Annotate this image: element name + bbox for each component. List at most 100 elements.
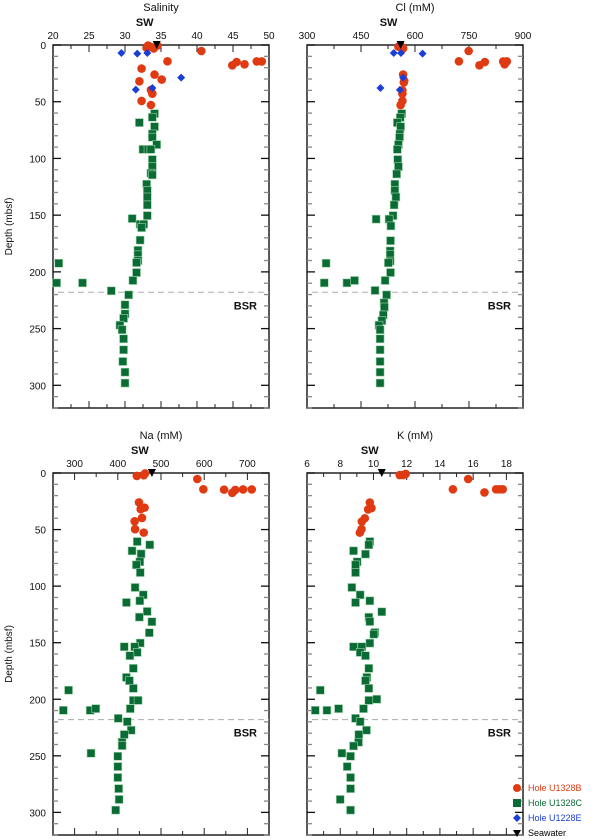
data-point-u1328b <box>448 484 458 494</box>
data-point-u1328c <box>54 258 64 268</box>
data-point-u1328c <box>143 200 152 210</box>
data-point-u1328c <box>386 268 395 277</box>
data-point-u1328b <box>137 96 146 106</box>
data-point-u1328c <box>132 268 141 277</box>
data-point-u1328c <box>396 122 405 131</box>
x-tick-label: 600 <box>407 31 424 42</box>
data-point-u1328c <box>132 258 141 267</box>
data-point-u1328c <box>361 651 370 660</box>
data-point-u1328c <box>346 751 355 761</box>
data-point-u1328c <box>370 286 380 295</box>
data-point-u1328c <box>337 748 347 758</box>
square-marker-icon <box>510 798 524 808</box>
data-point-u1328c <box>145 540 155 550</box>
x-tick-label: 500 <box>153 459 170 470</box>
data-point-u1228e <box>389 48 398 57</box>
data-point-u1328b <box>498 484 508 494</box>
legend-label: Seawater <box>528 827 567 838</box>
data-point-u1328c <box>346 784 355 793</box>
data-point-u1328c <box>111 805 120 815</box>
bsr-label: BSR <box>234 728 257 740</box>
data-point-u1328b <box>398 470 408 480</box>
x-tick-label: 6 <box>304 459 310 470</box>
data-point-u1328c <box>391 192 401 202</box>
data-point-u1328c <box>350 276 359 285</box>
y-tick-label: 300 <box>29 381 46 392</box>
data-point-u1328b <box>475 61 484 70</box>
data-point-u1328c <box>119 730 129 739</box>
data-point-u1328c <box>375 345 385 355</box>
data-point-u1328c <box>119 345 128 355</box>
panel-4: 6 8 10 12 14 16 18 K (mM) BSR SW <box>304 430 524 836</box>
data-point-u1228e <box>395 85 404 94</box>
data-point-seawater <box>396 41 405 49</box>
data-point-u1328c <box>148 170 157 180</box>
data-point-u1328c <box>78 278 87 288</box>
data-point-u1328c <box>124 290 133 300</box>
data-point-u1328c <box>122 598 131 607</box>
plot-frame <box>52 44 270 409</box>
data-point-u1328c <box>354 730 364 739</box>
data-point-u1328c <box>135 235 145 245</box>
y-tick-label: 300 <box>29 808 46 819</box>
legend: Hole U1328B Hole U1328C Hole U1228E Seaw… <box>510 780 582 840</box>
data-point-u1328c <box>148 132 157 142</box>
y-tick-label: 150 <box>29 639 46 650</box>
data-point-u1328c <box>150 122 159 131</box>
bsr-label: BSR <box>234 300 257 312</box>
data-point-u1328c <box>321 258 331 268</box>
data-point-u1328b <box>130 524 140 534</box>
data-point-u1228e <box>131 85 140 94</box>
data-point-u1328c <box>386 236 395 245</box>
seawater-label: SW <box>361 445 379 457</box>
data-point-u1328c <box>361 676 370 685</box>
data-point-u1328b <box>130 517 139 526</box>
data-point-u1328c <box>123 717 132 726</box>
data-point-u1328b <box>399 78 409 87</box>
x-tick-label: 50 <box>263 31 275 42</box>
panel-title: Cl (mM) <box>395 2 434 14</box>
x-tick-label: 20 <box>47 31 59 42</box>
data-point-u1328c <box>117 325 127 335</box>
data-point-u1328c <box>135 596 145 606</box>
data-point-u1328b <box>464 46 473 56</box>
data-point-u1328c <box>125 651 135 660</box>
x-tick-label: 300 <box>66 459 83 470</box>
data-point-seawater <box>147 469 156 477</box>
data-point-u1328b <box>480 488 489 497</box>
data-point-u1328c <box>132 537 142 546</box>
legend-label: Hole U1328C <box>528 797 583 808</box>
data-point-u1328c <box>135 612 144 622</box>
data-point-u1328c <box>334 704 343 713</box>
data-point-u1328c <box>322 706 332 715</box>
data-point-u1328c <box>136 549 146 559</box>
data-point-u1328b <box>163 57 172 66</box>
data-point-u1328c <box>389 200 399 210</box>
data-point-u1328b <box>148 89 157 98</box>
data-point-u1328c <box>335 795 345 804</box>
data-point-u1328b <box>134 498 144 507</box>
data-point-u1328c <box>394 162 403 172</box>
bsr-label: BSR <box>488 728 511 740</box>
data-point-u1328c <box>377 607 387 617</box>
data-point-u1328c <box>342 278 352 288</box>
data-point-u1328c <box>133 696 143 705</box>
data-point-u1328c <box>127 214 137 223</box>
data-point-u1328c <box>113 714 123 723</box>
y-tick-label: 0 <box>40 469 46 480</box>
seawater-label: SW <box>136 17 154 29</box>
data-point-u1328c <box>119 642 129 652</box>
data-point-u1328c <box>392 169 401 179</box>
data-point-u1328c <box>375 325 385 335</box>
data-point-u1328c <box>371 214 381 224</box>
data-point-u1328c <box>130 583 140 592</box>
data-point-u1328b <box>357 517 367 526</box>
data-point-u1328c <box>355 717 365 726</box>
data-point-u1328c <box>349 642 358 652</box>
data-point-u1328c <box>349 741 358 751</box>
y-tick-label: 50 <box>35 526 47 537</box>
x-tick-label: 8 <box>337 459 343 470</box>
data-point-u1328c <box>59 706 68 715</box>
data-point-u1328c <box>361 549 370 559</box>
